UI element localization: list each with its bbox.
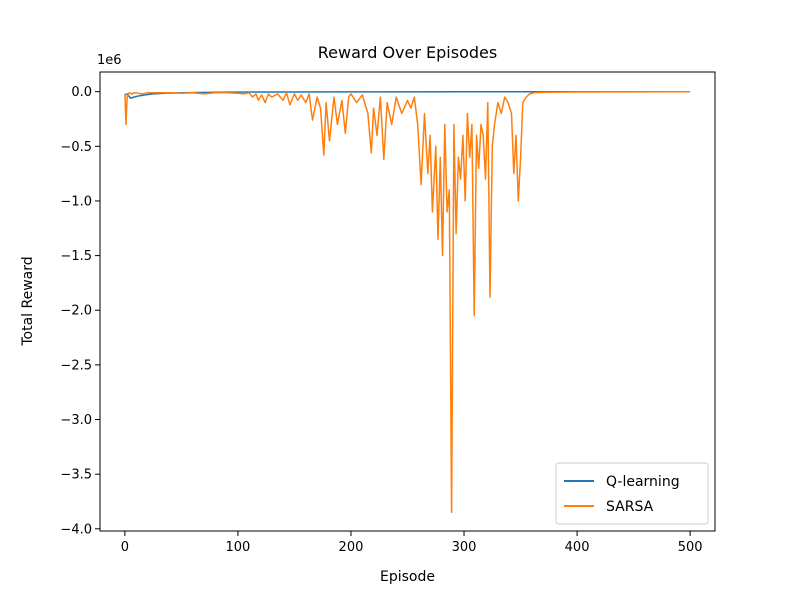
- y-tick-label: 0.0: [71, 85, 92, 100]
- series-line-sarsa: [124, 91, 691, 514]
- chart-title: Reward Over Episodes: [318, 43, 497, 62]
- legend-box: [555, 462, 709, 525]
- y-tick-label: −3.5: [60, 468, 92, 483]
- y-tick-label: −1.5: [60, 249, 92, 264]
- x-tick-label: 100: [226, 540, 251, 555]
- legend-label-q-learning: Q-learning: [606, 474, 680, 490]
- x-tick-label: 400: [565, 540, 590, 555]
- legend: Q-learning SARSA: [555, 462, 709, 525]
- x-axis-ticks: 0 100 200 300 400 500: [121, 531, 703, 555]
- legend-label-sarsa: SARSA: [606, 499, 654, 515]
- y-tick-label: −2.5: [60, 358, 92, 373]
- y-tick-label: −0.5: [60, 140, 92, 155]
- x-tick-label: 0: [121, 540, 129, 555]
- y-tick-label: −2.0: [60, 304, 92, 319]
- y-axis-ticks: 0.0 −0.5 −1.0 −1.5 −2.0 −2.5 −3.0 −3.5 −4.0: [60, 85, 100, 537]
- y-axis-offset-label: 1e6: [97, 53, 122, 68]
- y-axis-label: Total Reward: [20, 256, 36, 346]
- x-axis-label: Episode: [380, 569, 435, 585]
- x-tick-label: 300: [452, 540, 477, 555]
- x-tick-label: 500: [678, 540, 703, 555]
- plot-lines: [124, 90, 691, 514]
- y-tick-label: −4.0: [60, 522, 92, 537]
- x-tick-label: 200: [339, 540, 364, 555]
- y-tick-label: −1.0: [60, 194, 92, 209]
- y-tick-label: −3.0: [60, 413, 92, 428]
- plot-frame: [99, 71, 716, 532]
